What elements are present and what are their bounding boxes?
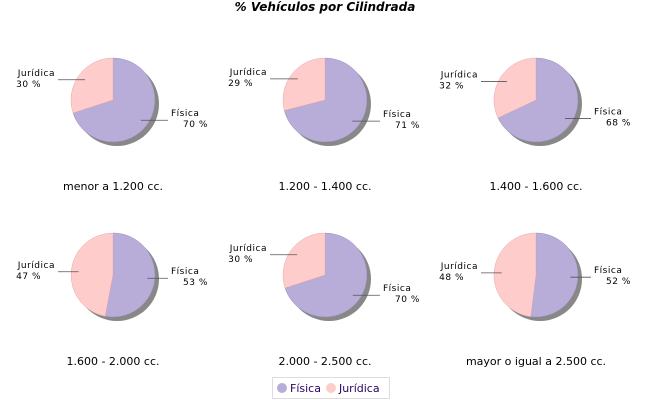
pie-caption: 1.600 - 2.000 cc. bbox=[66, 355, 159, 368]
pie-slice-juridica bbox=[70, 232, 114, 317]
legend-swatch-fisica bbox=[277, 383, 287, 393]
slice-label-name: Jurídica bbox=[229, 244, 267, 254]
legend-swatch-juridica bbox=[325, 383, 336, 393]
slice-label-name: Jurídica bbox=[17, 69, 55, 79]
pie-slice-juridica bbox=[493, 232, 537, 317]
pie-caption: 1.400 - 1.600 cc. bbox=[489, 180, 582, 193]
slice-label-percent: 29 % bbox=[228, 79, 253, 89]
pie-slice-juridica bbox=[493, 57, 537, 119]
legend-item-juridica: Jurídica bbox=[325, 381, 380, 395]
slice-label-percent: 70 % bbox=[395, 295, 420, 305]
slice-label-name: Física bbox=[383, 110, 411, 120]
pie-caption: mayor o igual a 2.500 cc. bbox=[466, 355, 606, 368]
slice-label-percent: 30 % bbox=[16, 80, 41, 90]
pie-slice-fisica bbox=[72, 57, 156, 143]
slice-label-name: Jurídica bbox=[17, 261, 55, 271]
slice-label-name: Física bbox=[594, 107, 622, 117]
slice-label-percent: 52 % bbox=[606, 277, 631, 287]
slice-label-percent: 32 % bbox=[439, 82, 464, 92]
slice-label-name: Física bbox=[171, 267, 199, 277]
slice-label-name: Física bbox=[171, 109, 199, 119]
pie-slice-juridica bbox=[70, 57, 114, 114]
slice-label-percent: 68 % bbox=[606, 118, 631, 128]
pie-slice-fisica bbox=[104, 232, 156, 318]
slice-label-name: Física bbox=[594, 266, 622, 276]
legend-item-fisica: Física bbox=[277, 382, 321, 395]
pie-slice-fisica bbox=[530, 232, 579, 318]
slice-label-percent: 30 % bbox=[228, 255, 253, 265]
pie-caption: menor a 1.200 cc. bbox=[63, 180, 163, 193]
pie-slice-fisica bbox=[497, 57, 579, 143]
pie-slice-juridica bbox=[282, 57, 326, 111]
slice-label-percent: 47 % bbox=[16, 272, 41, 282]
legend-label: Jurídica bbox=[338, 381, 380, 395]
slice-label-percent: 53 % bbox=[183, 278, 208, 288]
slice-label-percent: 70 % bbox=[183, 120, 208, 130]
slice-label-name: Jurídica bbox=[229, 68, 267, 78]
pie-caption: 1.200 - 1.400 cc. bbox=[278, 180, 371, 193]
slice-label-name: Física bbox=[383, 284, 411, 294]
pie-slice-juridica bbox=[282, 232, 326, 289]
legend-label: Física bbox=[290, 381, 321, 395]
slice-label-percent: 48 % bbox=[439, 273, 464, 283]
slice-label-percent: 71 % bbox=[395, 121, 420, 131]
slice-label-name: Jurídica bbox=[440, 262, 478, 272]
pie-slice-fisica bbox=[284, 232, 368, 318]
pie-caption: 2.000 - 2.500 cc. bbox=[278, 355, 371, 368]
legend: Física Jurídica bbox=[272, 377, 390, 399]
pie-slice-fisica bbox=[284, 57, 368, 143]
chart-title: % Vehículos por Cilindrada bbox=[234, 0, 416, 14]
slice-label-name: Jurídica bbox=[440, 71, 478, 81]
